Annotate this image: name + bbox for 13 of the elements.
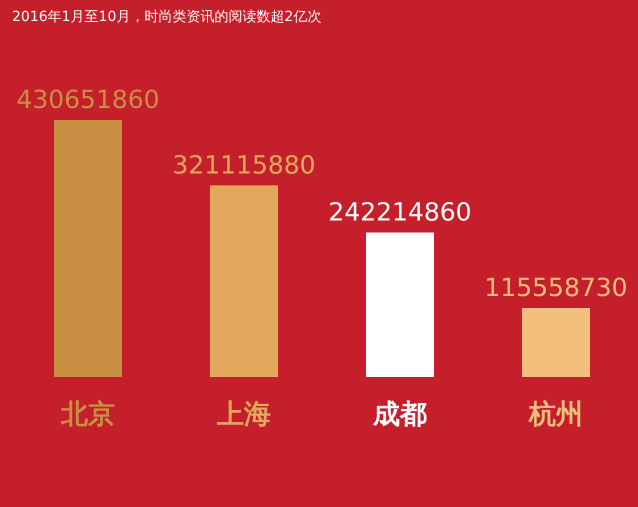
x-tick-label: 杭州 [528,399,583,430]
x-tick-label: 成都 [372,399,427,430]
data-label: 321115880 [172,150,316,180]
data-label: 115558730 [484,273,628,302]
bar [210,185,278,377]
data-label: 242214860 [328,197,472,226]
x-tick-label: 北京 [60,399,115,430]
chart-title: 2016年1月至10月，时尚类资讯的阅读数超2亿次 [12,8,322,26]
bar [522,308,590,377]
bar [54,120,122,377]
x-tick-label: 上海 [216,399,271,430]
data-label: 430651860 [16,85,160,114]
bar [366,232,434,377]
